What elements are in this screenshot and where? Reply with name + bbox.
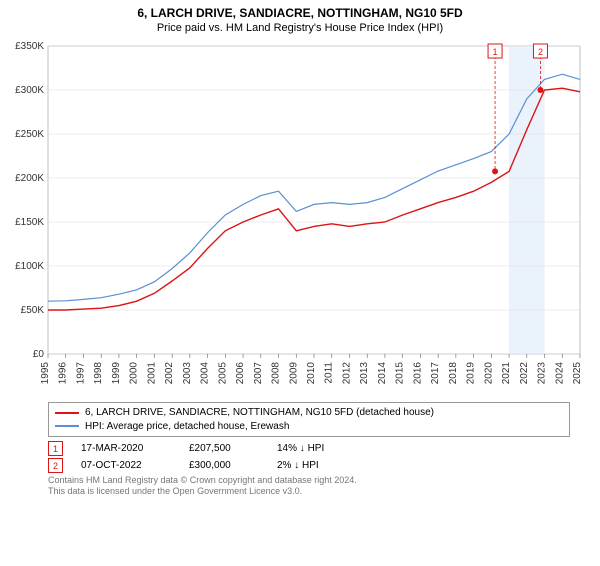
svg-text:1995: 1995 [40,362,51,385]
svg-text:2007: 2007 [253,362,264,385]
svg-text:2023: 2023 [537,362,548,385]
svg-text:2017: 2017 [430,362,441,385]
legend-swatch [55,425,79,427]
footer-line: Contains HM Land Registry data © Crown c… [48,475,570,486]
svg-text:1996: 1996 [58,362,69,385]
legend-row-hpi: HPI: Average price, detached house, Erew… [55,420,563,434]
svg-text:2011: 2011 [324,362,335,384]
svg-text:2019: 2019 [466,362,477,385]
marker-date: 17-MAR-2020 [81,443,171,454]
svg-text:2010: 2010 [306,362,317,385]
legend: 6, LARCH DRIVE, SANDIACRE, NOTTINGHAM, N… [48,402,570,437]
svg-text:£50K: £50K [21,305,45,316]
svg-text:2: 2 [538,47,543,57]
svg-text:2003: 2003 [182,362,193,385]
svg-text:2009: 2009 [288,362,299,385]
marker-date: 07-OCT-2022 [81,460,171,471]
svg-text:£0: £0 [33,349,45,360]
marker-delta: 2% ↓ HPI [277,460,319,471]
legend-swatch [55,412,79,414]
svg-text:2006: 2006 [235,362,246,385]
svg-text:1998: 1998 [93,362,104,385]
svg-text:2001: 2001 [146,362,157,385]
svg-text:2012: 2012 [341,362,352,385]
marker-badge: 2 [48,458,63,473]
svg-text:1999: 1999 [111,362,122,385]
price-chart: £0 £50K £100K £150K £200K £250K £300K £350K 1995… [0,38,600,398]
svg-text:2020: 2020 [483,362,494,385]
footer: Contains HM Land Registry data © Crown c… [48,475,570,498]
svg-text:£200K: £200K [15,173,44,184]
svg-text:2004: 2004 [200,362,211,385]
svg-text:2024: 2024 [554,362,565,385]
svg-text:2018: 2018 [448,362,459,385]
svg-text:2014: 2014 [377,362,388,385]
svg-text:2021: 2021 [501,362,512,385]
marker-row: 2 07-OCT-2022 £300,000 2% ↓ HPI [48,458,570,473]
svg-text:£300K: £300K [15,85,44,96]
marker-price: £300,000 [189,460,259,471]
page-title: 6, LARCH DRIVE, SANDIACRE, NOTTINGHAM, N… [0,6,600,20]
marker-delta: 14% ↓ HPI [277,443,324,454]
legend-label: 6, LARCH DRIVE, SANDIACRE, NOTTINGHAM, N… [85,406,434,420]
page-subtitle: Price paid vs. HM Land Registry's House … [0,22,600,34]
svg-text:2015: 2015 [395,362,406,385]
legend-row-property: 6, LARCH DRIVE, SANDIACRE, NOTTINGHAM, N… [55,406,563,420]
svg-text:£250K: £250K [15,129,44,140]
svg-text:2022: 2022 [519,362,530,385]
svg-text:2008: 2008 [271,362,282,385]
svg-text:2002: 2002 [164,362,175,385]
svg-text:2013: 2013 [359,362,370,385]
svg-text:2025: 2025 [572,362,583,385]
svg-text:2000: 2000 [129,362,140,385]
svg-text:£350K: £350K [15,41,44,52]
footer-line: This data is licensed under the Open Gov… [48,486,570,497]
svg-text:£150K: £150K [15,217,44,228]
marker-table: 1 17-MAR-2020 £207,500 14% ↓ HPI 2 07-OC… [48,441,570,473]
legend-label: HPI: Average price, detached house, Erew… [85,420,289,434]
svg-text:1: 1 [493,47,498,57]
svg-text:2005: 2005 [217,362,228,385]
svg-text:£100K: £100K [15,261,44,272]
svg-text:1997: 1997 [75,362,86,385]
marker-price: £207,500 [189,443,259,454]
marker-row: 1 17-MAR-2020 £207,500 14% ↓ HPI [48,441,570,456]
svg-text:2016: 2016 [412,362,423,385]
marker-badge: 1 [48,441,63,456]
